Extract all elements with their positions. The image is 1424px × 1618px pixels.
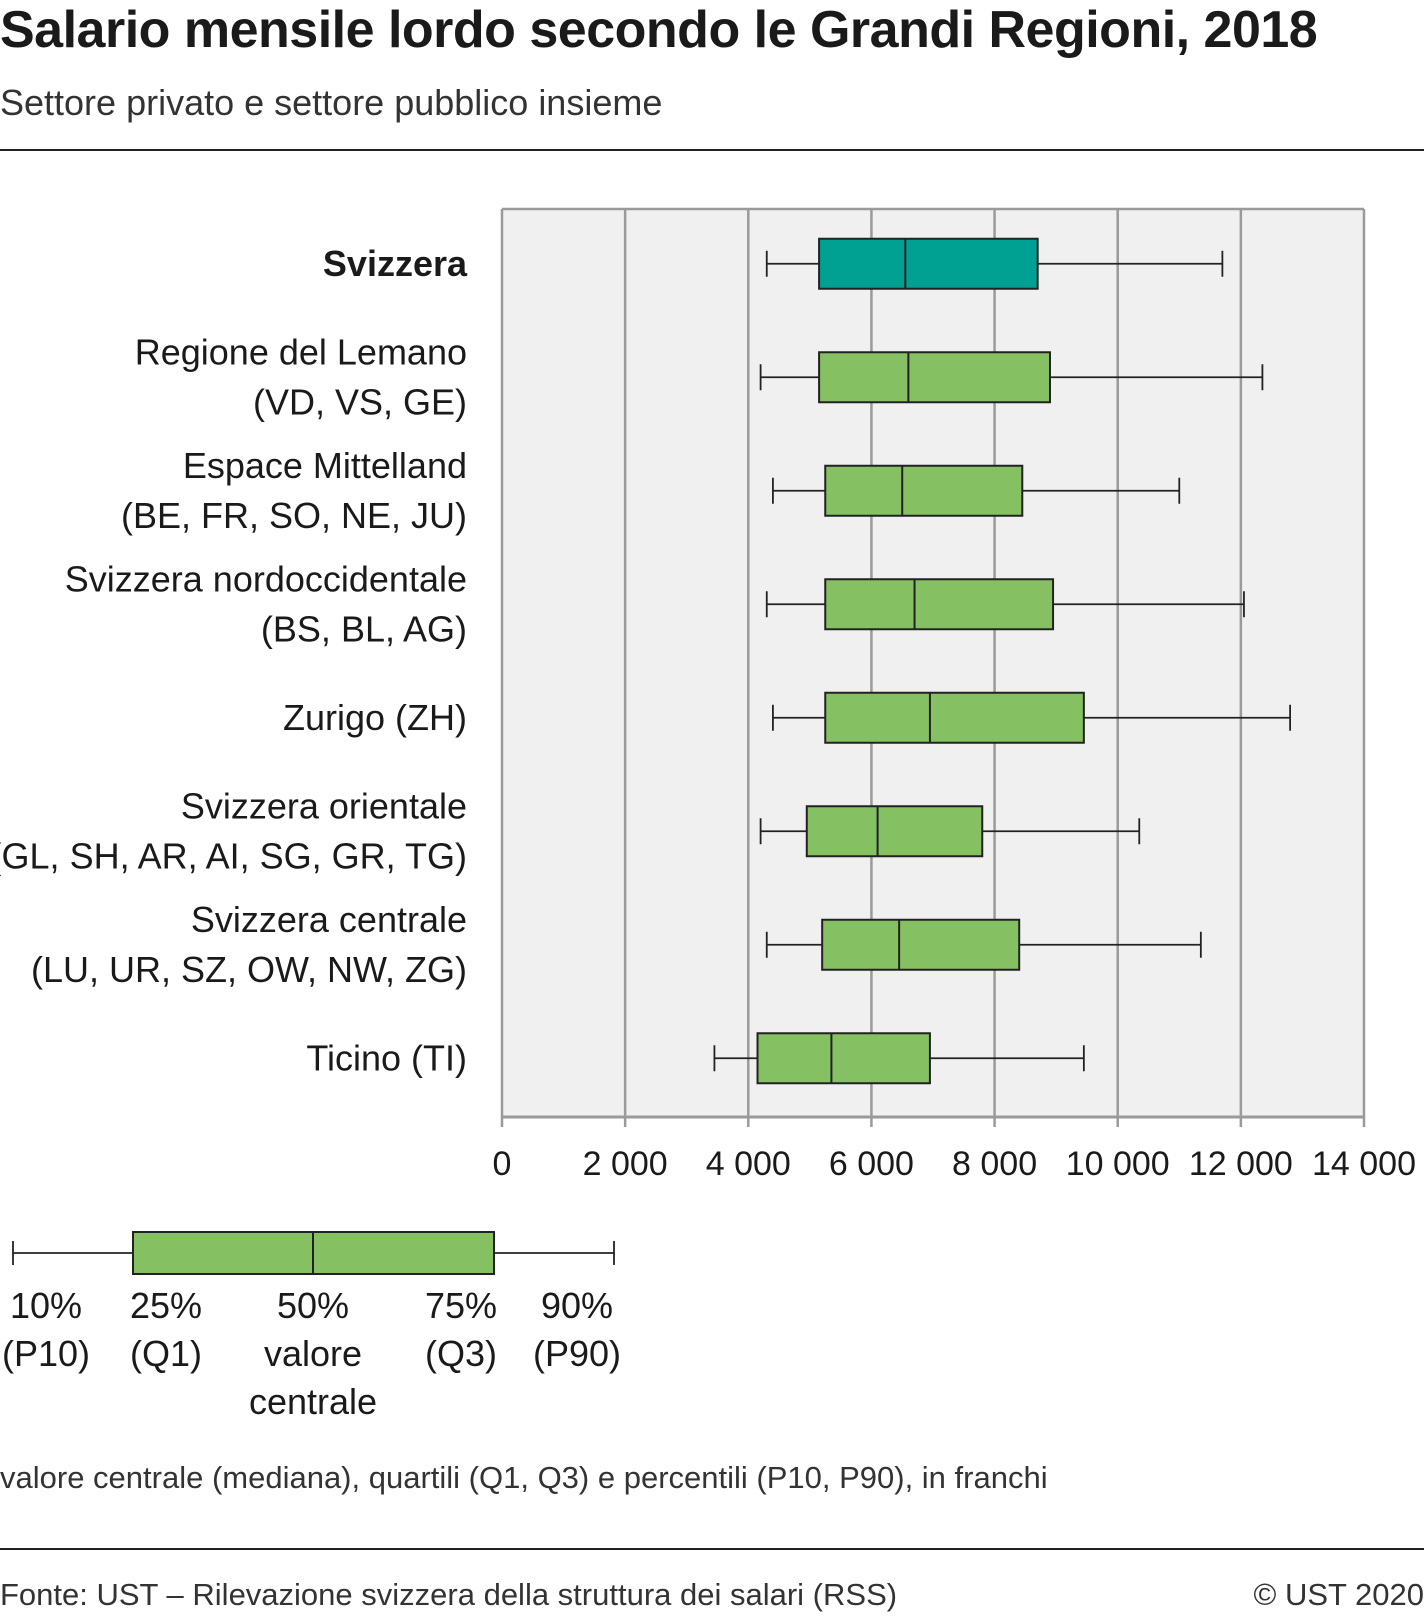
box-group	[765, 918, 1202, 971]
legend-label: 25%	[130, 1285, 202, 1326]
x-tick-label: 6 000	[829, 1145, 914, 1183]
box-iqr	[821, 918, 1021, 971]
category-label: (VD, VS, GE)	[253, 381, 467, 422]
box-iqr	[824, 578, 1055, 631]
box-group	[759, 805, 1141, 858]
x-tick-label: 10 000	[1066, 1145, 1170, 1183]
x-tick-label: 0	[493, 1145, 512, 1183]
chart-note: valore centrale (mediana), quartili (Q1,…	[0, 1460, 1048, 1495]
legend-label: valore	[264, 1333, 362, 1374]
box-group	[765, 237, 1224, 290]
category-label: (BS, BL, AG)	[261, 608, 467, 649]
legend-label: 50%	[277, 1285, 349, 1326]
bottom-divider	[0, 1548, 1424, 1550]
box-group	[772, 691, 1292, 744]
legend-label: (P90)	[533, 1333, 621, 1374]
category-label: Ticino (TI)	[306, 1037, 467, 1078]
legend: 10% (P10) 25% (Q1) 50% valore centrale 75% (Q3) 9…	[2, 1231, 621, 1422]
box-iqr	[824, 691, 1085, 744]
box-group	[772, 464, 1181, 517]
copyright: © UST 2020	[1253, 1577, 1424, 1612]
category-label: Espace Mittelland	[183, 445, 467, 486]
category-label: Svizzera	[323, 243, 468, 284]
x-tick-label: 4 000	[706, 1145, 791, 1183]
plot-area	[500, 207, 1366, 1119]
category-label: Svizzera orientale	[181, 785, 467, 826]
chart-title: Salario mensile lordo secondo le Grandi …	[0, 1, 1318, 59]
box-iqr	[756, 1032, 931, 1085]
box-iqr	[824, 464, 1024, 517]
boxplot-chart: Svizzera Regione del Lemano (VD, VS, GE) Es…	[0, 207, 1416, 1422]
box-group	[765, 578, 1245, 631]
x-tick-label: 2 000	[583, 1145, 668, 1183]
legend-label: centrale	[249, 1381, 377, 1422]
legend-label: 10%	[10, 1285, 82, 1326]
chart-subtitle: Settore privato e settore pubblico insie…	[0, 82, 663, 123]
box-group	[759, 351, 1264, 404]
category-label: Svizzera centrale	[191, 899, 467, 940]
x-tick-label: 12 000	[1189, 1145, 1293, 1183]
category-label: Svizzera nordoccidentale	[65, 558, 467, 599]
source-note: Fonte: UST – Rilevazione svizzera della …	[0, 1577, 898, 1612]
top-divider	[0, 149, 1424, 151]
category-label: (GL, SH, AR, AI, SG, GR, TG)	[0, 835, 467, 876]
legend-label: 75%	[425, 1285, 497, 1326]
legend-label: (P10)	[2, 1333, 90, 1374]
box-group	[713, 1032, 1085, 1085]
box-iqr	[818, 351, 1051, 404]
category-label: (LU, UR, SZ, OW, NW, ZG)	[31, 949, 467, 990]
x-tick-label: 14 000	[1312, 1145, 1416, 1183]
category-label: (BE, FR, SO, NE, JU)	[121, 495, 467, 536]
category-label: Regione del Lemano	[135, 331, 467, 372]
category-label: Zurigo (ZH)	[283, 697, 467, 738]
box-iqr	[805, 805, 984, 858]
legend-label: (Q1)	[130, 1333, 202, 1374]
x-axis: 0 2 000 4 000 6 000 8 000 10 000 12 000 14 000	[493, 1117, 1416, 1183]
legend-label: (Q3)	[425, 1333, 497, 1374]
category-labels: Svizzera Regione del Lemano (VD, VS, GE) Es…	[0, 243, 468, 1079]
x-tick-label: 8 000	[952, 1145, 1037, 1183]
plot-background	[502, 209, 1364, 1117]
legend-label: 90%	[541, 1285, 613, 1326]
box-iqr	[818, 237, 1039, 290]
